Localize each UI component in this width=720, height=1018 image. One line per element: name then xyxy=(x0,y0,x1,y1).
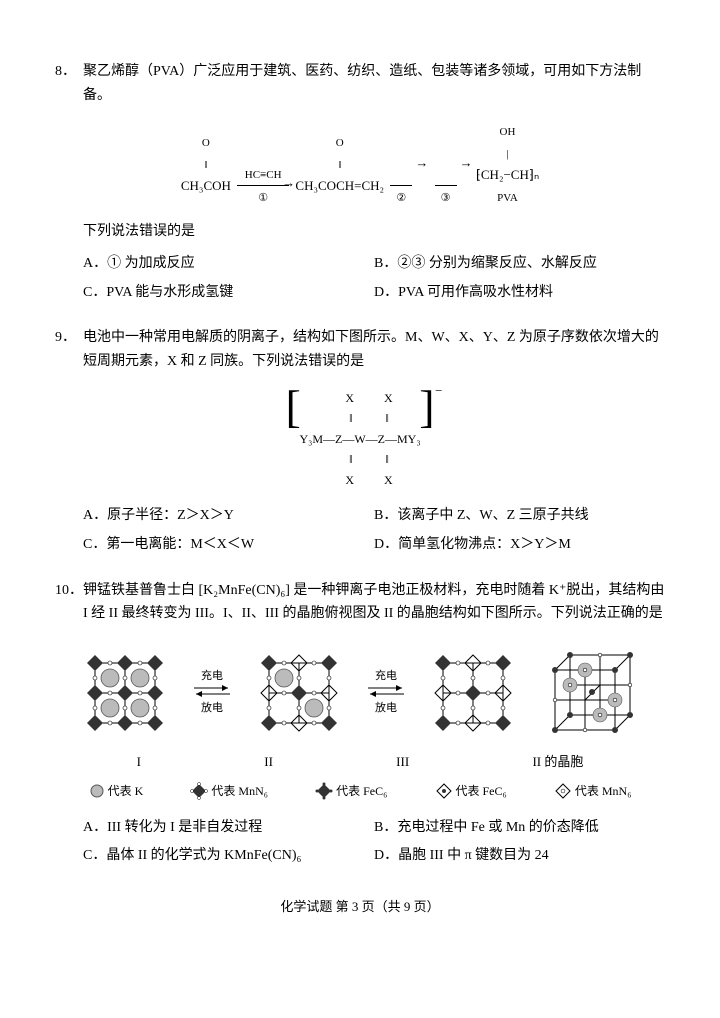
q10-stem: 10． 钾锰铁基普鲁士白 [K₂MnFe(CN)₆] 是一种钾离子电池正极材料，… xyxy=(55,579,665,627)
q8-intro: 下列说法错误的是 xyxy=(83,220,665,244)
q10-labels: I II III II 的晶胞 xyxy=(75,751,645,773)
q9-body: 电池中一种常用电解质的阴离子，结构如下图所示。M、W、X、Y、Z 为原子序数依次… xyxy=(83,326,665,374)
q8-number: 8． xyxy=(55,60,83,108)
q10-option-d: D．晶胞 III 中 π 键数目为 24 xyxy=(374,844,665,868)
q9-options: A．原子半径：Z＞X＞Y B．该离子中 Z、W、Z 三原子共线 C．第一电离能：… xyxy=(83,504,665,557)
arrow-2: 充电 放电 xyxy=(366,670,406,715)
legend-fec6-dark: 代表 FeC₆ xyxy=(315,781,387,801)
diagram-unit-cell xyxy=(540,640,645,745)
diagram-1 xyxy=(75,643,175,743)
q9-stem: 9． 电池中一种常用电解质的阴离子，结构如下图所示。M、W、X、Y、Z 为原子序… xyxy=(55,326,665,374)
q9-option-d: D．简单氢化物沸点：X＞Y＞M xyxy=(374,533,665,557)
legend-mnn6-dark: 代表 MnN₆ xyxy=(190,781,268,801)
q8-option-c: C．PVA 能与水形成氢键 xyxy=(83,281,374,305)
question-10: 10． 钾锰铁基普鲁士白 [K₂MnFe(CN)₆] 是一种钾离子电池正极材料，… xyxy=(55,579,665,869)
diagram-3 xyxy=(423,643,523,743)
q8-options: A．① 为加成反应 B．②③ 分别为缩聚反应、水解反应 C．PVA 能与水形成氢… xyxy=(83,252,665,305)
q9-formula: [ ] − X X ‖ ‖Y₃M—Z—W—Z—MY₃ ‖ ‖ X X xyxy=(55,384,665,494)
q10-legend: 代表 K 代表 MnN₆ 代表 FeC₆ 代表 FeC₆ 代表 MnN₆ xyxy=(65,781,655,801)
arrow-1: 充电 放电 xyxy=(192,670,232,715)
label-2: II xyxy=(264,751,273,773)
q9-number: 9． xyxy=(55,326,83,374)
question-9: 9． 电池中一种常用电解质的阴离子，结构如下图所示。M、W、X、Y、Z 为原子序… xyxy=(55,326,665,556)
q8-stem: 8． 聚乙烯醇（PVA）广泛应用于建筑、医药、纺织、造纸、包装等诸多领域，可用如… xyxy=(55,60,665,108)
q10-body: 钾锰铁基普鲁士白 [K₂MnFe(CN)₆] 是一种钾离子电池正极材料，充电时随… xyxy=(83,579,665,627)
q8-formula: O ‖ CH₃COH HC≡CH ① → O ‖ CH₃COCH=CH₂ ② → xyxy=(55,120,665,208)
q9-option-b: B．该离子中 Z、W、Z 三原子共线 xyxy=(374,504,665,528)
diagram-2 xyxy=(249,643,349,743)
q10-option-b: B．充电过程中 Fe 或 Mn 的价态降低 xyxy=(374,816,665,840)
q10-diagrams: 充电 放电 xyxy=(75,640,645,745)
legend-k: 代表 K xyxy=(89,781,144,801)
q8-option-b: B．②③ 分别为缩聚反应、水解反应 xyxy=(374,252,665,276)
q9-option-c: C．第一电离能：M＜X＜W xyxy=(83,533,374,557)
q9-option-a: A．原子半径：Z＞X＞Y xyxy=(83,504,374,528)
q10-options: A．III 转化为 I 是非自发过程 B．充电过程中 Fe 或 Mn 的价态降低… xyxy=(83,816,665,869)
q10-option-c: C．晶体 II 的化学式为 KMnFe(CN)₆ xyxy=(83,844,374,868)
q10-option-a: A．III 转化为 I 是非自发过程 xyxy=(83,816,374,840)
q8-option-d: D．PVA 可用作高吸水性材料 xyxy=(374,281,665,305)
label-4: II 的晶胞 xyxy=(532,751,583,773)
label-3: III xyxy=(396,751,409,773)
q8-option-a: A．① 为加成反应 xyxy=(83,252,374,276)
label-1: I xyxy=(137,751,141,773)
legend-mnn6-light: 代表 MnN₆ xyxy=(554,781,632,801)
q10-number: 10． xyxy=(55,579,83,627)
page-footer: 化学试题 第 3 页（共 9 页） xyxy=(55,896,665,918)
q8-body: 聚乙烯醇（PVA）广泛应用于建筑、医药、纺织、造纸、包装等诸多领域，可用如下方法… xyxy=(83,60,665,108)
legend-fec6-light: 代表 FeC₆ xyxy=(435,781,507,801)
question-8: 8． 聚乙烯醇（PVA）广泛应用于建筑、医药、纺织、造纸、包装等诸多领域，可用如… xyxy=(55,60,665,304)
